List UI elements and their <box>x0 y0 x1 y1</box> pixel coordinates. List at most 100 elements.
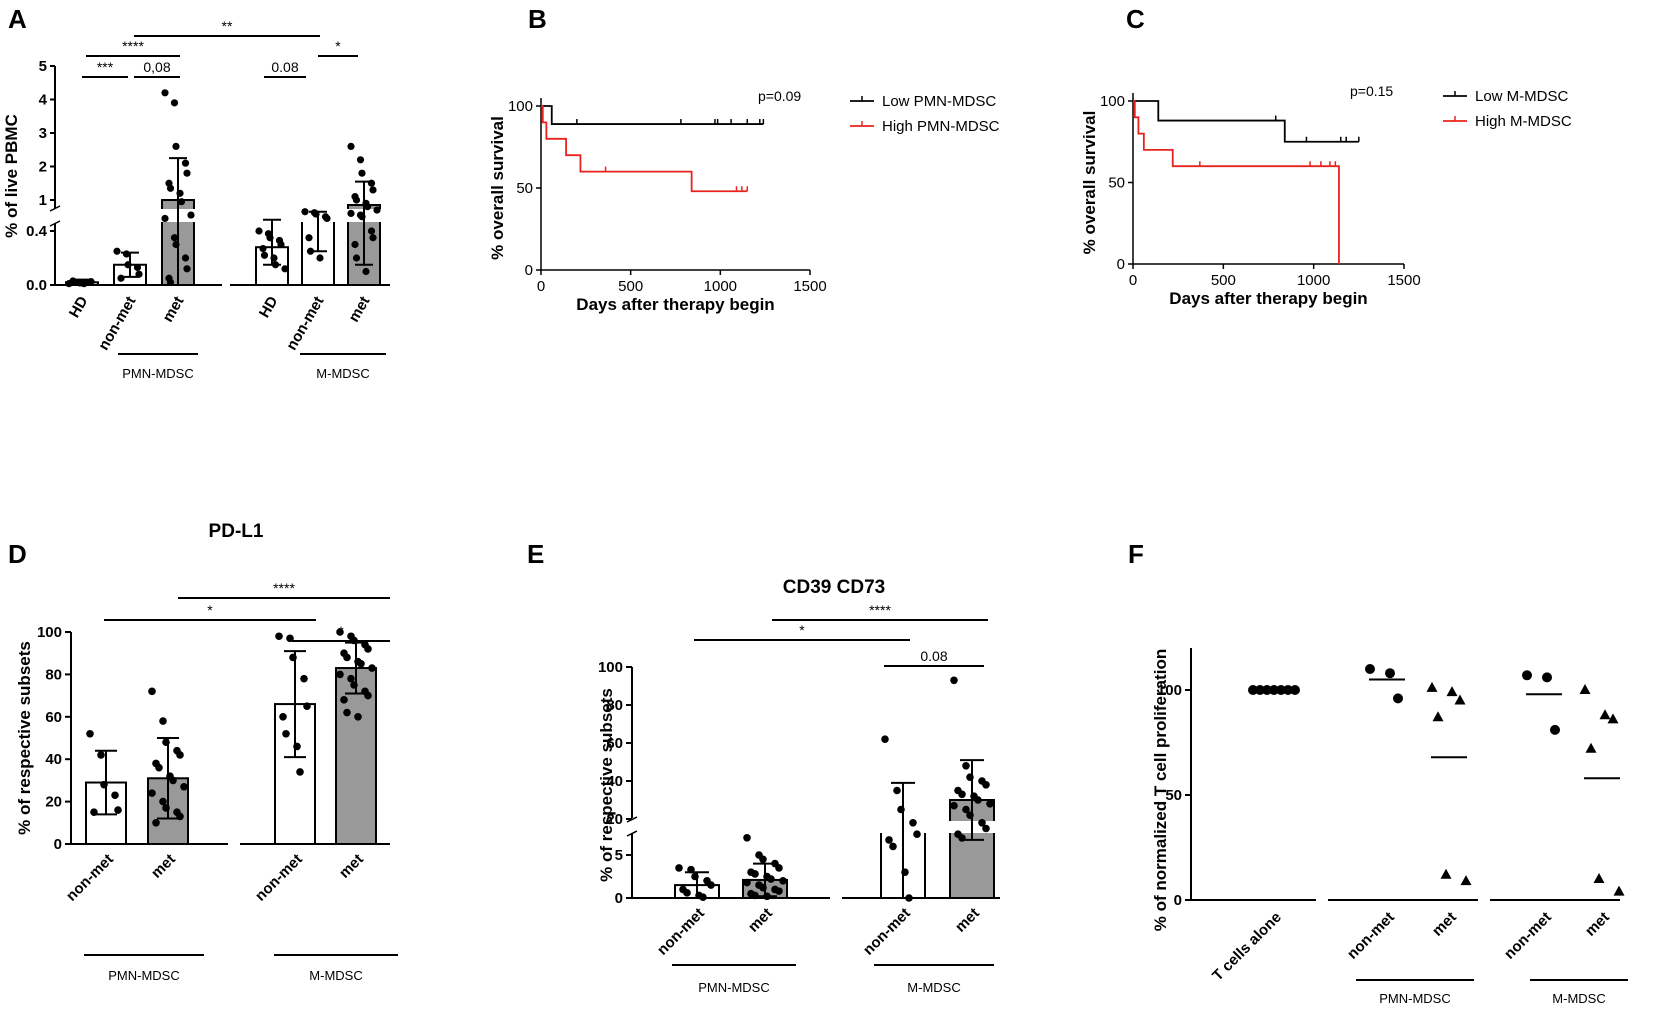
data-point <box>270 254 278 262</box>
p-value: p=0.15 <box>1350 83 1393 99</box>
x-axis-title: Days after therapy begin <box>576 295 774 314</box>
data-point <box>367 179 376 187</box>
data-point <box>166 184 175 192</box>
data-point <box>909 819 917 827</box>
data-point <box>759 883 767 892</box>
panel-label-b: B <box>528 4 547 34</box>
panel-e-chart: CD39 CD73 0 5 20 40 60 80 100 % of respective su… <box>597 577 1000 995</box>
category-label: met <box>345 294 373 326</box>
data-point <box>162 804 170 812</box>
data-point <box>259 244 267 253</box>
data-point <box>367 227 376 235</box>
data-point <box>161 214 169 223</box>
category-label: non-met <box>95 294 139 354</box>
y-tick-label: 5 <box>39 58 47 75</box>
significance-label: * <box>338 623 344 639</box>
data-point <box>373 206 381 214</box>
data-point <box>289 653 297 662</box>
data-point <box>336 628 344 636</box>
data-point <box>169 776 177 785</box>
y-tick-label: 0 <box>54 836 62 853</box>
data-point <box>982 781 990 789</box>
group-label: M-MDSC <box>1552 991 1605 1006</box>
group-label: M-MDSC <box>309 968 362 983</box>
data-point <box>763 892 771 901</box>
data-point <box>743 834 751 842</box>
x-tick-label: 0 <box>1129 272 1137 289</box>
data-point <box>1255 685 1265 695</box>
y-tick-label: 80 <box>606 697 623 714</box>
y-tick-label: 2 <box>39 159 47 176</box>
data-point <box>148 687 156 696</box>
data-point <box>347 209 355 217</box>
data-point <box>1276 685 1286 695</box>
data-point <box>1613 885 1625 896</box>
data-point <box>347 674 355 683</box>
significance-label: 0.08 <box>920 648 947 664</box>
data-point <box>1460 875 1472 886</box>
data-point <box>282 729 290 738</box>
data-point <box>1522 670 1532 681</box>
category-label: met <box>745 905 776 936</box>
chart-title: CD39 CD73 <box>783 577 885 598</box>
category-label: HD <box>66 293 92 320</box>
data-point <box>351 240 359 249</box>
data-point <box>966 811 974 819</box>
y-tick-label: 80 <box>45 666 62 683</box>
data-point <box>155 763 163 772</box>
data-point <box>369 186 377 194</box>
data-point <box>316 254 324 262</box>
data-point <box>281 265 289 273</box>
data-point <box>183 265 191 273</box>
data-point <box>255 227 263 235</box>
data-point <box>340 696 348 704</box>
data-point <box>286 634 294 643</box>
data-point <box>1579 684 1591 694</box>
data-point <box>358 169 366 177</box>
category-label: non-met <box>1344 909 1398 963</box>
category-label: non-met <box>1501 909 1555 963</box>
group-label: M-MDSC <box>907 980 960 995</box>
data-point <box>177 198 186 206</box>
data-point <box>81 278 90 286</box>
data-point <box>881 735 889 743</box>
data-point <box>767 875 775 883</box>
data-point <box>172 142 180 150</box>
y-tick-label: 1 <box>39 192 47 209</box>
group-label: M-MDSC <box>316 366 369 381</box>
data-point <box>172 240 180 249</box>
significance-label: **** <box>869 602 891 618</box>
chart-title: PD-L1 <box>209 521 264 542</box>
data-point <box>362 267 370 276</box>
category-label: met <box>1429 909 1460 940</box>
data-point <box>893 786 901 795</box>
data-point <box>343 708 351 717</box>
data-point <box>978 819 986 827</box>
y-tick-label: 0.0 <box>26 277 47 294</box>
category-label: met <box>159 294 187 326</box>
significance-label: ** <box>222 18 233 34</box>
category-label: non-met <box>283 294 327 354</box>
data-point <box>901 868 909 876</box>
data-point <box>1248 685 1258 695</box>
data-point <box>369 234 377 242</box>
data-point <box>958 834 966 842</box>
y-axis-title: % of respective subsets <box>15 641 34 835</box>
data-point <box>293 742 301 751</box>
y-tick-label: 5 <box>615 847 623 864</box>
data-point <box>303 702 311 710</box>
p-value: p=0.09 <box>758 88 801 104</box>
data-point <box>124 261 132 269</box>
significance-label: 0.08 <box>271 59 298 75</box>
data-point <box>166 278 175 286</box>
x-tick-label: 500 <box>618 278 643 295</box>
x-tick-label: 1000 <box>1297 272 1330 289</box>
y-tick-label: 0.4 <box>26 223 48 240</box>
axis-break-mark <box>49 205 61 212</box>
y-tick-label: 60 <box>45 709 62 726</box>
data-point <box>356 156 365 164</box>
data-point <box>187 211 195 219</box>
bar <box>949 799 995 899</box>
data-point <box>1542 672 1552 683</box>
